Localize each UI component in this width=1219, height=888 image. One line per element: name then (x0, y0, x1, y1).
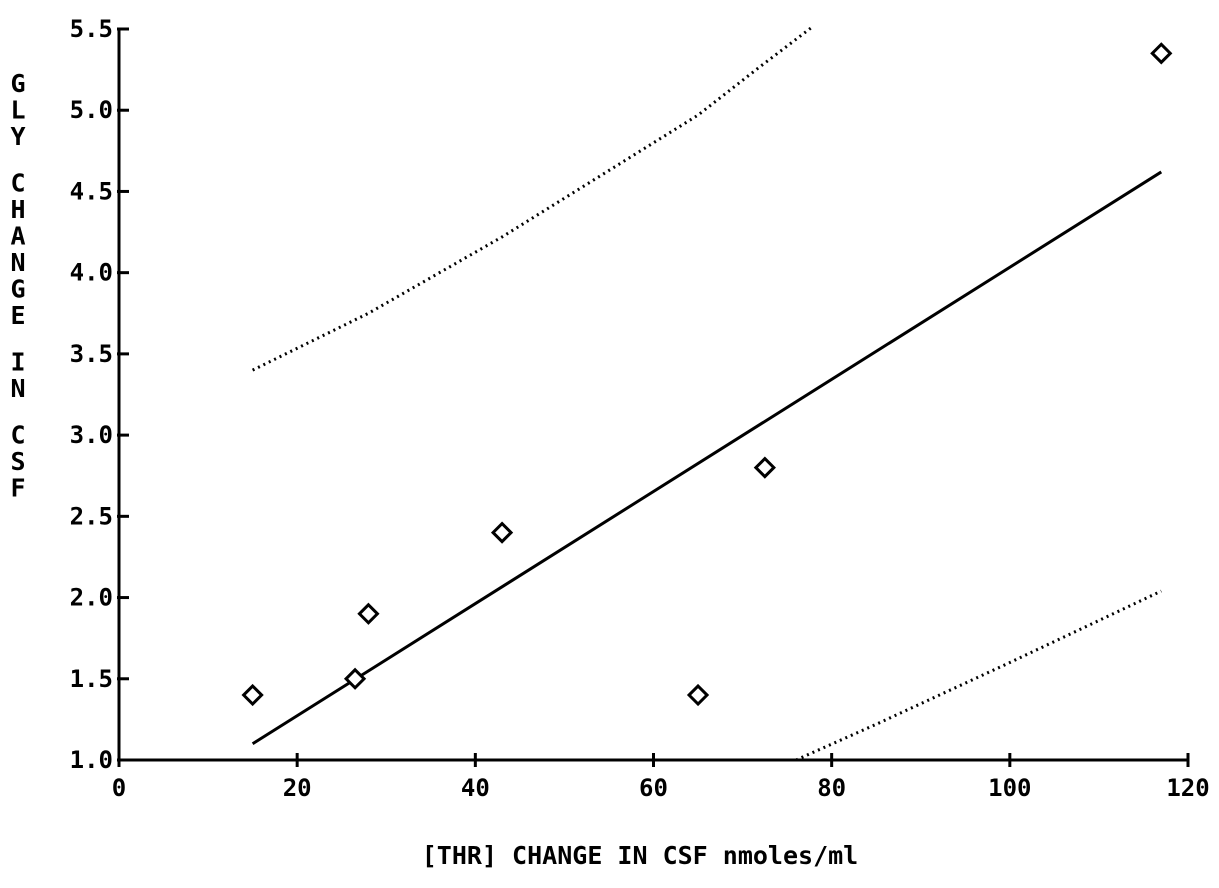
y-axis-title-char: H (10, 195, 25, 224)
x-tick-label: 20 (283, 774, 312, 802)
y-axis-title-char: N (10, 374, 25, 403)
data-points (241, 42, 1173, 707)
axes (117, 29, 1188, 762)
y-tick-label: 4.0 (70, 259, 113, 287)
data-point (241, 683, 264, 707)
y-tick-label: 5.0 (70, 96, 113, 124)
y-axis-title-char: L (10, 96, 25, 125)
x-axis-title: [THR] CHANGE IN CSF nmoles/ml (422, 841, 859, 870)
chart-lines (251, 24, 1163, 762)
regression-line (251, 170, 1163, 746)
x-tick-label: 100 (988, 774, 1031, 802)
lower-confidence-line (795, 589, 1162, 762)
y-axis-title-char: F (10, 474, 25, 503)
y-axis-title-char: C (10, 169, 25, 198)
y-axis-title-char: Y (10, 122, 25, 151)
data-point (343, 667, 367, 690)
x-tick-label: 120 (1166, 774, 1209, 802)
y-tick-label: 3.0 (70, 421, 113, 449)
data-point (490, 521, 514, 544)
y-tick-label: 1.0 (70, 746, 113, 774)
x-tick-label: 60 (639, 774, 668, 802)
y-axis-title-char: E (10, 301, 25, 330)
y-axis-title-char: N (10, 248, 25, 277)
y-tick-label: 5.5 (70, 15, 113, 43)
x-tick-label: 80 (817, 774, 846, 802)
y-axis-title-char: S (10, 447, 25, 476)
data-point (1150, 42, 1173, 65)
y-tick-label: 2.0 (70, 584, 113, 612)
data-point (357, 602, 380, 625)
x-tick-label: 40 (461, 774, 490, 802)
axis-ticks: 0 20 40 60 80 100 120 1.0 1.5 2.0 2.5 3.0 3.5 4.0 4.5 5… (70, 15, 1210, 802)
data-point (753, 456, 776, 479)
y-tick-label: 2.5 (70, 502, 113, 530)
y-axis-title-char: C (10, 421, 25, 450)
data-point (686, 683, 710, 707)
x-tick-label: 0 (112, 774, 126, 802)
y-axis-title-char: A (10, 222, 25, 251)
y-axis-title-char: G (10, 275, 25, 304)
y-tick-label: 1.5 (70, 665, 113, 693)
y-axis-title-char: G (10, 69, 25, 98)
y-tick-label: 4.5 (70, 177, 113, 205)
y-tick-label: 3.5 (70, 340, 113, 368)
upper-confidence-line (251, 24, 815, 372)
y-axis-title-char: I (10, 348, 25, 377)
